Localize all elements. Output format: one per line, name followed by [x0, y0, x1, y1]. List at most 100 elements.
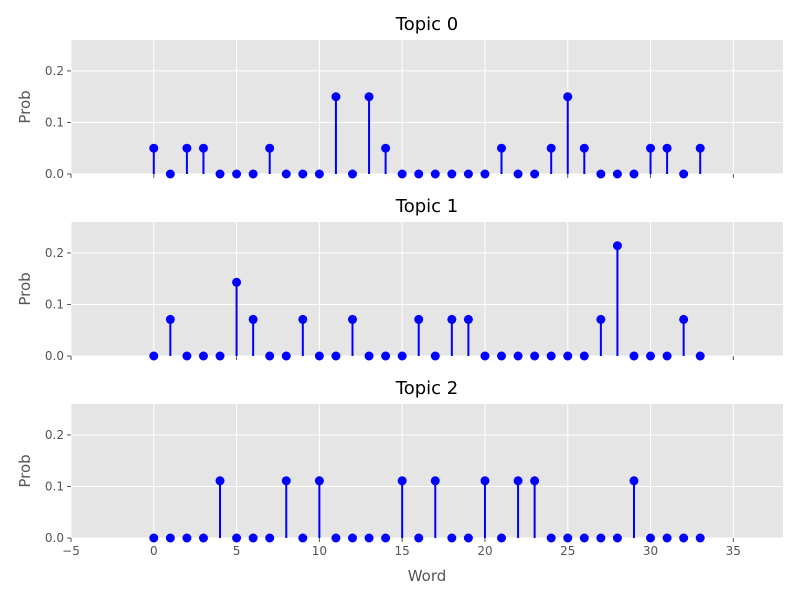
stem-marker [149, 351, 159, 361]
stem-marker [579, 533, 589, 543]
y-tick-label: 0.2 [45, 246, 64, 260]
stem-marker [331, 351, 341, 361]
stem-marker [215, 351, 225, 361]
subplot-title: Topic 2 [395, 378, 458, 399]
stem-marker [480, 351, 490, 361]
y-tick-label: 0.0 [45, 349, 64, 363]
y-axis-label: Prob [16, 272, 34, 305]
stem-marker [497, 533, 507, 543]
x-tick-label: −5 [62, 544, 80, 558]
stem-marker [662, 143, 672, 153]
stem-marker [198, 143, 208, 153]
subplot-title: Topic 0 [395, 14, 458, 35]
stem-marker [248, 533, 258, 543]
stem-marker [414, 169, 424, 179]
stem-marker [679, 314, 689, 324]
stem-marker [364, 92, 374, 102]
y-tick-label: 0.2 [45, 428, 64, 442]
y-tick-label: 0.1 [45, 115, 64, 129]
stem-marker [298, 533, 308, 543]
stem-marker [513, 351, 523, 361]
stem-marker [546, 533, 556, 543]
stem-marker [347, 533, 357, 543]
stem-marker [215, 169, 225, 179]
stem-marker [546, 351, 556, 361]
stem-marker [281, 169, 291, 179]
stem-marker [314, 476, 324, 486]
x-tick-label: 30 [643, 544, 658, 558]
x-tick-label: 20 [477, 544, 492, 558]
stem-marker [530, 476, 540, 486]
plot-area [71, 222, 783, 356]
y-tick-label: 0.0 [45, 167, 64, 181]
stem-marker [530, 169, 540, 179]
stem-marker [646, 533, 656, 543]
stem-marker [596, 533, 606, 543]
stem-marker [430, 169, 440, 179]
stem-marker [414, 533, 424, 543]
stem-marker [646, 351, 656, 361]
subplot-title: Topic 1 [395, 196, 458, 217]
stem-marker [695, 533, 705, 543]
y-axis-label: Prob [16, 454, 34, 487]
stem-marker [347, 169, 357, 179]
stem-marker [165, 314, 175, 324]
stem-marker [430, 351, 440, 361]
plot-area [71, 40, 783, 174]
stem-marker [596, 169, 606, 179]
stem-marker [530, 351, 540, 361]
stem-marker [331, 92, 341, 102]
stem-marker [331, 533, 341, 543]
stem-marker [397, 351, 407, 361]
stem-marker [463, 533, 473, 543]
stem-marker [646, 143, 656, 153]
x-axis-label: Word [408, 567, 447, 585]
stem-marker [563, 533, 573, 543]
stem-marker [165, 533, 175, 543]
stem-marker [612, 241, 622, 251]
stem-marker [579, 143, 589, 153]
y-tick-label: 0.1 [45, 479, 64, 493]
stem-marker [612, 169, 622, 179]
stem-marker [679, 533, 689, 543]
y-tick-label: 0.0 [45, 531, 64, 545]
stem-marker [629, 351, 639, 361]
stem-marker [579, 351, 589, 361]
y-axis-label: Prob [16, 90, 34, 123]
stem-marker [414, 314, 424, 324]
stem-marker [281, 476, 291, 486]
stem-marker [381, 533, 391, 543]
stem-marker [612, 533, 622, 543]
stem-marker [232, 277, 242, 287]
stem-marker [364, 533, 374, 543]
stem-marker [546, 143, 556, 153]
stem-marker [265, 533, 275, 543]
stem-marker [248, 314, 258, 324]
stem-marker [381, 143, 391, 153]
stem-marker [629, 476, 639, 486]
stem-marker [513, 476, 523, 486]
stem-marker [397, 169, 407, 179]
stem-marker [480, 169, 490, 179]
stem-marker [397, 476, 407, 486]
stem-marker [182, 143, 192, 153]
stem-marker [381, 351, 391, 361]
stem-marker [596, 314, 606, 324]
stem-marker [182, 351, 192, 361]
stem-marker [679, 169, 689, 179]
stem-marker [629, 169, 639, 179]
stem-marker [232, 533, 242, 543]
stem-marker [480, 476, 490, 486]
stem-marker [662, 533, 672, 543]
stem-marker [314, 351, 324, 361]
stem-marker [497, 143, 507, 153]
x-tick-label: 10 [312, 544, 327, 558]
x-tick-label: 0 [150, 544, 158, 558]
stem-marker [662, 351, 672, 361]
stem-marker [563, 351, 573, 361]
stem-marker [198, 533, 208, 543]
stem-marker [447, 533, 457, 543]
stem-marker [281, 351, 291, 361]
subplot-topic-1: 0.0 0.1 0.2 Topic 1 Prob [16, 196, 783, 363]
stem-marker [430, 476, 440, 486]
